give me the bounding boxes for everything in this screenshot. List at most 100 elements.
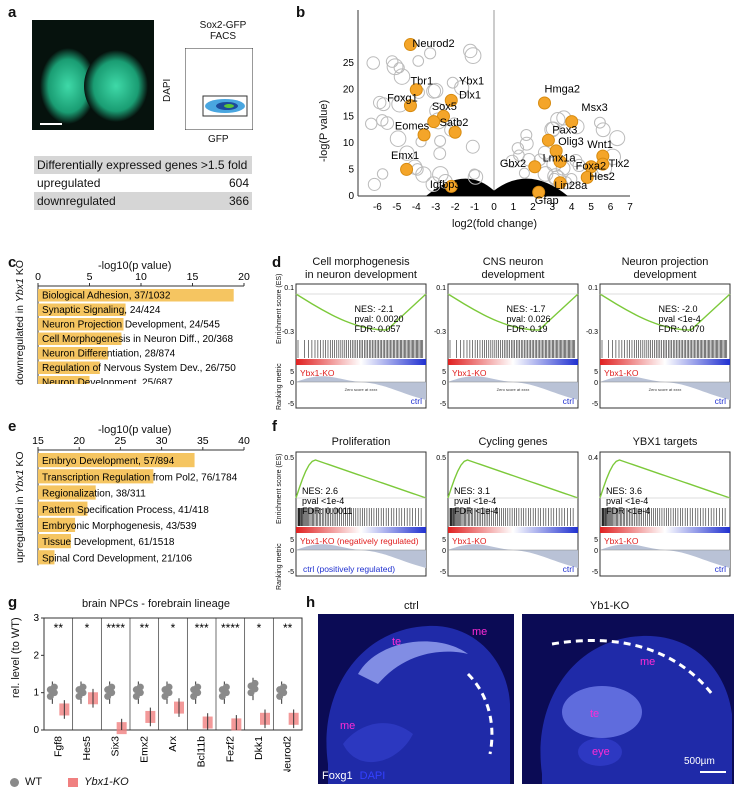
volcano-point	[376, 114, 389, 127]
bar-label: Spinal Cord Development, 21/106	[42, 553, 193, 564]
gene-tick-label: Emx2	[138, 736, 150, 763]
chart-g-ylabel: rel. level (to WT)	[10, 617, 22, 698]
volcano-hit-point	[538, 96, 552, 110]
gsea-left-label: Ybx1-KO (negatively regulated)	[300, 536, 419, 546]
gsea-y-tick: 0.1	[436, 285, 446, 292]
gsea-stat: NES: 3.6	[606, 486, 642, 496]
gsea-y-tick: 0.5	[284, 455, 294, 462]
gsea-metric-tick: 5	[290, 369, 294, 376]
volcano-point	[367, 177, 381, 191]
volcano-point	[393, 62, 405, 74]
gsea-stat: NES: 3.1	[454, 486, 490, 496]
table-row: downregulated 366	[34, 192, 252, 210]
panel-label-c: c	[8, 254, 17, 271]
gsea-left-label: Ybx1-KO	[300, 368, 335, 378]
wt-point	[165, 683, 173, 691]
volcano-x-tick: 7	[627, 202, 633, 213]
bar-x-tick: 10	[135, 272, 147, 283]
volcano-point	[433, 147, 447, 160]
volcano-gene-label: Foxa2	[576, 160, 607, 172]
gsea-metric-tick: 0	[290, 380, 294, 387]
volcano-point	[424, 47, 437, 60]
volcano-hit-point	[400, 162, 414, 176]
volcano-point	[426, 83, 442, 99]
bar-chart-e: 15 20 25 30 35 40 Embryo Development, 57/894 Tr…	[32, 436, 250, 566]
bar	[38, 550, 55, 565]
gsea-plot-title: Neuron projection development	[621, 256, 709, 281]
gene-tick-label: Hes5	[81, 736, 93, 761]
volcano-point	[389, 130, 407, 147]
gsea-rank-gradient	[296, 527, 426, 533]
gsea-stat: FDR: 0.070	[659, 324, 705, 334]
gsea-es-curve	[295, 459, 427, 499]
volcano-gene-label: Olig3	[558, 136, 584, 148]
volcano-point	[376, 168, 389, 180]
volcano-y-tick: 5	[348, 164, 354, 175]
bar-label: Embryonic Morphogenesis, 43/539	[42, 521, 197, 532]
volcano-y-tick: 25	[343, 58, 355, 69]
gene-tick-label: Arx	[167, 735, 179, 752]
gsea-stat: NES: -2.0	[659, 304, 698, 314]
gsea-rank-gradient	[600, 359, 730, 365]
volcano-gene-label: Satb2	[440, 117, 469, 129]
bar-chart-c: 0 5 10 15 20 Biological Adhesion, 37/1032 Syna…	[35, 272, 250, 384]
volcano-hit-point	[596, 157, 610, 171]
dot-plot-g: 0123**Fgf8*Hes5****Six3**Emx2*Arx***Bcl1…	[33, 613, 303, 772]
gsea-right-label: ctrl	[411, 396, 422, 406]
volcano-y-tick: 15	[343, 111, 355, 122]
volcano-hit-point	[553, 176, 567, 190]
legend-wt-marker	[10, 777, 19, 787]
volcano-gene-label: Foxg1	[387, 92, 418, 104]
bar	[38, 376, 90, 384]
stain-dapi: DAPI	[359, 770, 386, 782]
significance-mark: **	[140, 621, 150, 635]
wt-point	[280, 683, 288, 691]
bar-label: Transcription Regulation from Pol2, 76/1…	[42, 472, 238, 483]
wt-point	[108, 683, 116, 691]
bar-label: Regulation of Nervous System Dev., 26/75…	[42, 363, 236, 374]
bar	[38, 318, 124, 331]
gsea-metric-tick: 5	[594, 369, 598, 376]
bar-label: Pattern Specification Process, 41/418	[42, 505, 209, 516]
dot-y-tick: 3	[33, 613, 39, 624]
gsea-metric-area	[448, 544, 578, 568]
gsea-plot-title: Cell morphogenesis in neuron development	[305, 256, 417, 281]
gsea-y-tick: -0.3	[282, 329, 294, 336]
volcano-point	[609, 130, 626, 147]
volcano-point	[465, 139, 480, 154]
volcano-x-tick: 2	[530, 202, 536, 213]
volcano-x-tick: 0	[491, 202, 497, 213]
volcano-x-tick: 3	[550, 202, 556, 213]
gsea-metric-tick: -5	[440, 569, 446, 576]
gsea-frame	[599, 283, 731, 409]
significance-mark: ***	[195, 621, 209, 635]
volcano-hit-point	[541, 133, 555, 147]
scale-bar-label: 500µm	[684, 756, 715, 767]
image-h-right-title: Yb1-KO	[590, 600, 630, 612]
volcano-x-tick: 6	[608, 202, 614, 213]
volcano-point	[427, 82, 444, 99]
bar	[38, 347, 109, 360]
region-te-ko: te	[590, 708, 600, 720]
volcano-point	[434, 135, 447, 148]
gsea-stat: pval <1e-4	[659, 314, 701, 324]
significance-mark: *	[257, 621, 262, 635]
gsea-es-curve	[447, 459, 579, 499]
volcano-hit-point	[448, 125, 462, 139]
region-eye-ko: eye	[592, 746, 610, 758]
volcano-x-tick: 4	[569, 202, 575, 213]
volcano-hit-point	[532, 185, 546, 199]
volcano-point	[380, 116, 395, 130]
volcano-hit-point	[580, 170, 594, 184]
gsea-metric-tick: 0	[442, 380, 446, 387]
volcano-point	[412, 55, 425, 67]
volcano-hit-point	[417, 128, 431, 142]
gsea-metric-tick: -5	[592, 401, 598, 408]
bar-x-tick: 25	[115, 436, 127, 447]
bar-label: Neuron Differentiation, 28/874	[42, 349, 176, 360]
volcano-point	[467, 169, 484, 185]
bar-x-tick: 20	[73, 436, 85, 447]
